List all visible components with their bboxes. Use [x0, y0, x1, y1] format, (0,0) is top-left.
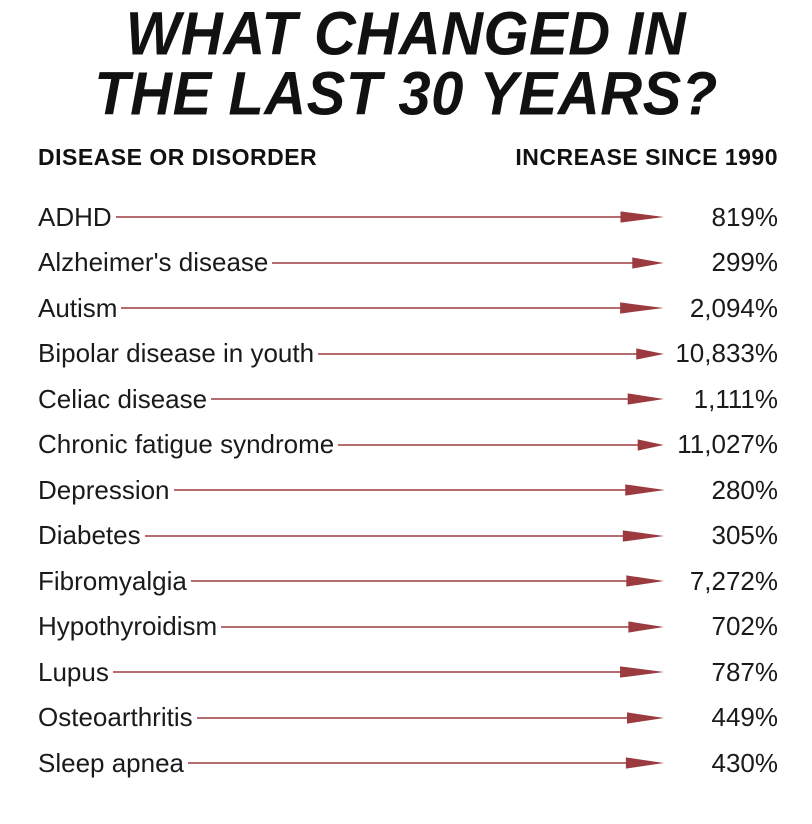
row-value: 7,272%	[664, 566, 778, 597]
row-value: 1,111%	[664, 384, 778, 415]
row-value: 819%	[664, 202, 778, 233]
row-label: Depression	[38, 475, 174, 506]
arrow-right-icon	[338, 435, 664, 455]
row-label: Lupus	[38, 657, 113, 688]
table-row: Lupus 787%	[38, 650, 778, 696]
table-row: Alzheimer's disease 299%	[38, 240, 778, 286]
row-label: Osteoarthritis	[38, 702, 197, 733]
table-row: Celiac disease 1,111%	[38, 377, 778, 423]
row-label: Hypothyroidism	[38, 611, 221, 642]
row-value: 305%	[664, 520, 778, 551]
row-label: Alzheimer's disease	[38, 247, 272, 278]
row-label: Autism	[38, 293, 121, 324]
row-label: Diabetes	[38, 520, 145, 551]
row-value: 430%	[664, 748, 778, 779]
arrow-right-icon	[145, 526, 664, 546]
arrow-right-icon	[197, 708, 664, 728]
page-title: WHAT CHANGED IN THE LAST 30 YEARS?	[28, 5, 784, 124]
infographic-page: WHAT CHANGED IN THE LAST 30 YEARS? DISEA…	[0, 8, 812, 824]
row-value: 2,094%	[664, 293, 778, 324]
arrow-right-icon	[174, 480, 664, 500]
table-row: Diabetes 305%	[38, 513, 778, 559]
arrow-right-icon	[272, 253, 664, 273]
header-right: INCREASE SINCE 1990	[515, 144, 778, 171]
table-row: Chronic fatigue syndrome 11,027%	[38, 422, 778, 468]
row-value: 449%	[664, 702, 778, 733]
arrow-right-icon	[116, 207, 664, 227]
table-row: Fibromyalgia 7,272%	[38, 559, 778, 605]
row-label: Fibromyalgia	[38, 566, 191, 597]
row-value: 10,833%	[664, 338, 778, 369]
row-value: 787%	[664, 657, 778, 688]
row-label: ADHD	[38, 202, 116, 233]
table-row: Depression 280%	[38, 468, 778, 514]
row-label: Bipolar disease in youth	[38, 338, 318, 369]
header-left: DISEASE OR DISORDER	[38, 144, 317, 171]
arrow-right-icon	[188, 753, 664, 773]
table-row: Autism 2,094%	[38, 286, 778, 332]
title-line-1: WHAT CHANGED IN	[126, 0, 687, 68]
table-row: Hypothyroidism 702%	[38, 604, 778, 650]
column-headers: DISEASE OR DISORDER INCREASE SINCE 1990	[38, 144, 778, 171]
table-row: Sleep apnea 430%	[38, 741, 778, 787]
row-value: 280%	[664, 475, 778, 506]
arrow-right-icon	[211, 389, 664, 409]
arrow-right-icon	[191, 571, 664, 591]
row-label: Chronic fatigue syndrome	[38, 429, 338, 460]
row-value: 299%	[664, 247, 778, 278]
data-rows: ADHD 819% Alzheimer's disease 299% Autism 2,0…	[38, 195, 778, 787]
row-value: 11,027%	[664, 429, 778, 460]
arrow-right-icon	[221, 617, 664, 637]
arrow-right-icon	[318, 344, 664, 364]
table-row: Bipolar disease in youth 10,833%	[38, 331, 778, 377]
table-row: Osteoarthritis 449%	[38, 695, 778, 741]
row-label: Celiac disease	[38, 384, 211, 415]
arrow-right-icon	[121, 298, 664, 318]
arrow-right-icon	[113, 662, 664, 682]
table-row: ADHD 819%	[38, 195, 778, 241]
row-label: Sleep apnea	[38, 748, 188, 779]
title-line-2: THE LAST 30 YEARS?	[94, 60, 718, 128]
row-value: 702%	[664, 611, 778, 642]
